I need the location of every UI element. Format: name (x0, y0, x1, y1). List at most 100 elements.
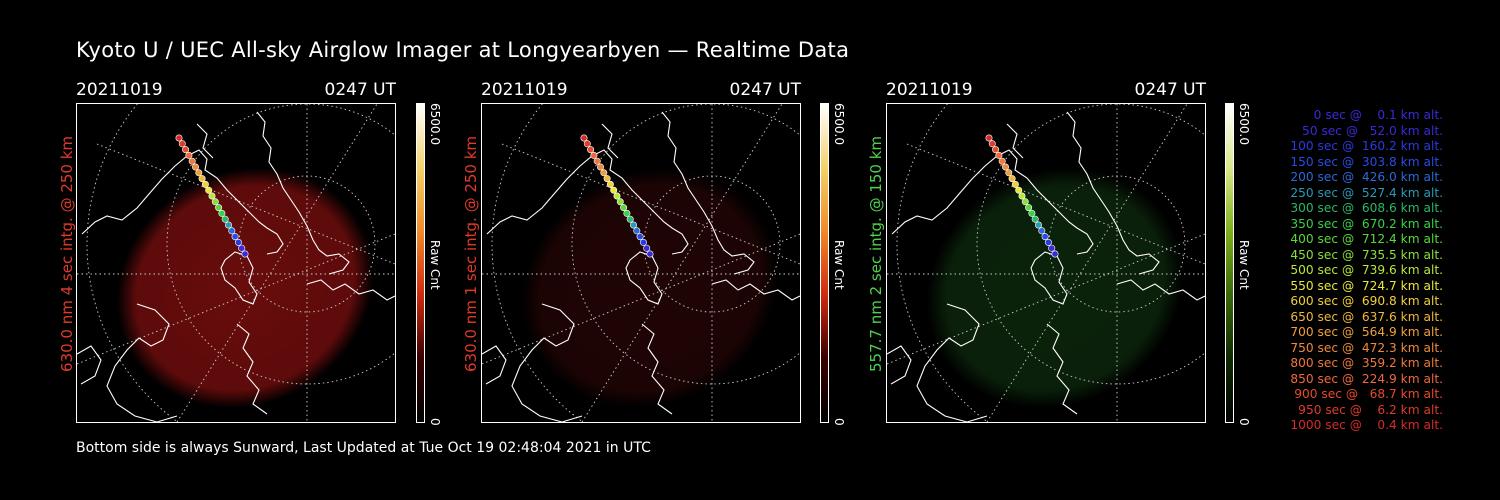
trajectory-point (583, 140, 591, 148)
trajectory-point (606, 180, 614, 188)
panel-1-wavelength-label: 630.0 nm 4 sec intg. @ 250 km (58, 135, 76, 372)
trajectory-point (178, 140, 186, 148)
allsky-map (482, 104, 800, 422)
legend-entry: 300 sec @ 608.6 km alt. (1286, 201, 1443, 215)
trajectory-point (985, 134, 993, 142)
trajectory-point (188, 157, 196, 165)
trajectory-point (1005, 169, 1013, 177)
legend-entry: 100 sec @ 160.2 km alt. (1286, 139, 1443, 153)
trajectory-point (613, 192, 621, 200)
panel-2-wavelength-label: 630.0 nm 1 sec intg. @ 250 km (462, 135, 480, 372)
panel-3-wavelength-label: 557.7 nm 2 sec intg. @ 150 km (867, 135, 885, 372)
airglow-emission (521, 167, 779, 409)
trajectory-point (201, 180, 209, 188)
trajectory-point (1015, 186, 1023, 194)
allsky-image (76, 103, 396, 423)
panel-1-colorbar (416, 103, 425, 423)
trajectory-point (221, 215, 229, 223)
legend-entry: 350 sec @ 670.2 km alt. (1286, 216, 1443, 231)
rocket-trajectory (580, 134, 654, 258)
panel-time: 0247 UT (1134, 80, 1207, 100)
geographic-grid (77, 104, 395, 422)
trajectory-point (630, 221, 638, 229)
trajectory-point (228, 227, 236, 235)
trajectory-point (643, 244, 651, 252)
imager-panel-2: 20211019 0247 UT (481, 80, 811, 430)
legend-entry: 250 sec @ 527.4 km alt. (1286, 185, 1443, 200)
page-title: Kyoto U / UEC All-sky Airglow Imager at … (76, 38, 850, 62)
trajectory-point (211, 198, 219, 206)
panel-1-colorbar-max: 6500.0 (428, 103, 442, 145)
allsky-image (886, 103, 1206, 423)
trajectory-point (225, 221, 233, 229)
trajectory-point (1011, 180, 1019, 188)
legend-entry: 700 sec @ 564.9 km alt. (1286, 325, 1443, 339)
trajectory-point (215, 204, 223, 212)
trajectory-point (208, 192, 216, 200)
trajectory-point (623, 209, 631, 217)
trajectory-point (1025, 204, 1033, 212)
trajectory-point (1008, 175, 1016, 183)
trajectory-point (231, 233, 239, 241)
legend-entry: 850 sec @ 224.9 km alt. (1286, 371, 1443, 386)
trajectory-point (1021, 198, 1029, 206)
trajectory-legend: 0 sec @ 0.1 km alt. 50 sec @ 52.0 km alt… (1240, 108, 1443, 434)
panel-2-colorbar-min: 0 (832, 418, 846, 426)
trajectory-point (192, 163, 200, 171)
panel-2-colorbar (820, 103, 829, 423)
trajectory-point (995, 151, 1003, 159)
airglow-emission (926, 167, 1184, 409)
allsky-map (887, 104, 1205, 422)
panel-2-colorbar-unit: Raw Cnt (832, 240, 846, 290)
trajectory-point (610, 186, 618, 194)
rocket-trajectory (985, 134, 1059, 258)
trajectory-point (616, 198, 624, 206)
geographic-grid (887, 104, 1205, 422)
rocket-trajectory (175, 134, 249, 258)
coastline (77, 111, 395, 422)
trajectory-point (646, 250, 654, 258)
trajectory-point (633, 227, 641, 235)
panel-3-colorbar (1225, 103, 1234, 423)
panel-time: 0247 UT (729, 80, 802, 100)
coastline (482, 111, 800, 422)
trajectory-point (1018, 192, 1026, 200)
trajectory-point (988, 140, 996, 148)
legend-entry: 0 sec @ 0.1 km alt. (1302, 108, 1443, 122)
legend-entry: 200 sec @ 426.0 km alt. (1286, 170, 1443, 184)
imager-panel-3: 20211019 0247 UT (886, 80, 1216, 430)
trajectory-point (597, 163, 605, 171)
trajectory-point (1028, 209, 1036, 217)
trajectory-point (620, 204, 628, 212)
trajectory-point (593, 157, 601, 165)
imager-panel-1: 20211019 0247 UT (76, 80, 406, 430)
legend-entry: 150 sec @ 303.8 km alt. (1286, 154, 1443, 169)
trajectory-point (241, 250, 249, 258)
legend-entry: 800 sec @ 359.2 km alt. (1286, 356, 1443, 370)
trajectory-point (600, 169, 608, 177)
trajectory-point (218, 209, 226, 217)
trajectory-point (590, 151, 598, 159)
trajectory-point (198, 175, 206, 183)
panel-time: 0247 UT (324, 80, 397, 100)
legend-entry: 900 sec @ 68.7 km alt. (1290, 387, 1443, 401)
legend-entry: 550 sec @ 724.7 km alt. (1286, 278, 1443, 293)
trajectory-point (234, 238, 242, 246)
trajectory-point (1044, 238, 1052, 246)
trajectory-point (175, 134, 183, 142)
panel-2-colorbar-max: 6500.0 (832, 103, 846, 145)
legend-entry: 500 sec @ 739.6 km alt. (1286, 263, 1443, 277)
trajectory-point (205, 186, 213, 194)
geographic-grid (482, 104, 800, 422)
trajectory-point (1048, 244, 1056, 252)
legend-entry: 750 sec @ 472.3 km alt. (1286, 340, 1443, 355)
trajectory-point (182, 146, 190, 154)
trajectory-point (580, 134, 588, 142)
trajectory-point (1002, 163, 1010, 171)
legend-entry: 400 sec @ 712.4 km alt. (1286, 232, 1443, 246)
trajectory-point (1051, 250, 1059, 258)
legend-entry: 600 sec @ 690.8 km alt. (1286, 294, 1443, 308)
airglow-emission (116, 167, 374, 409)
trajectory-point (992, 146, 1000, 154)
trajectory-point (195, 169, 203, 177)
